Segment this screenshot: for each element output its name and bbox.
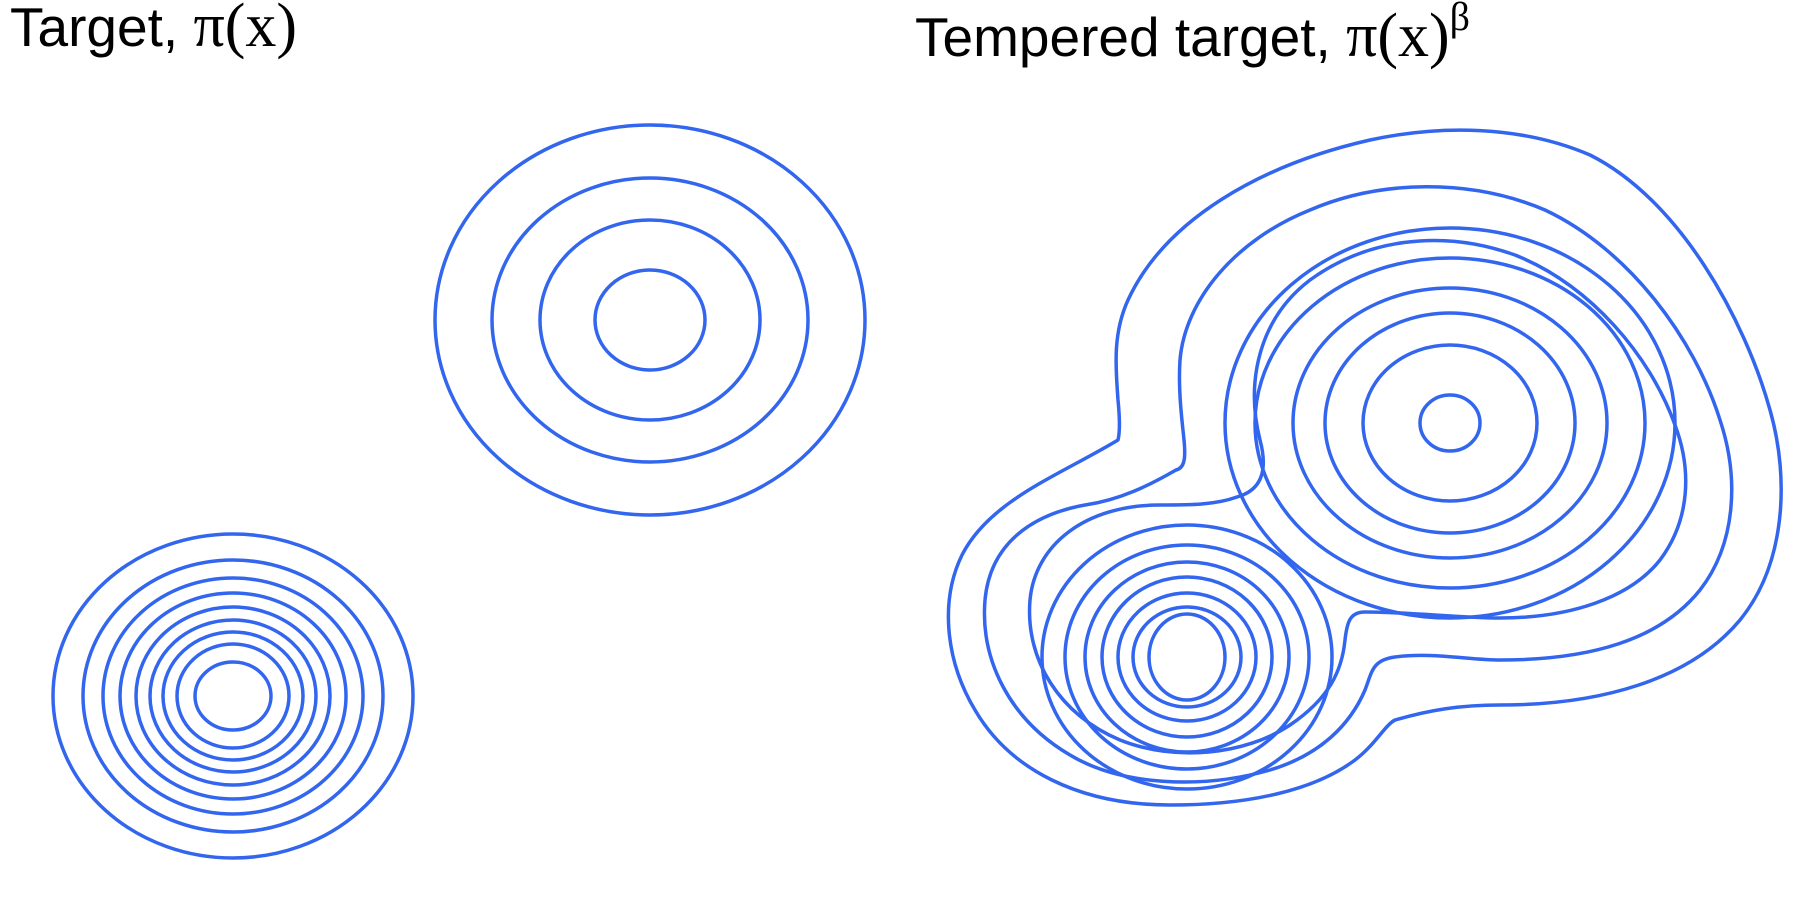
target-upper-mode-contour [538,218,762,422]
tempered-title-text: Tempered target, [915,6,1346,68]
target-lower-mode-contour [51,532,415,860]
target-lower-mode-contour [161,630,305,762]
target-lower-mode-contour [101,576,365,816]
target-contour-plot [51,123,867,860]
tempered-upper-mode-contour [1323,311,1577,535]
target-title-text: Target, [10,0,193,58]
target-lower-mode-contour [148,618,318,774]
target-title-symbol: π(x) [193,0,297,60]
target-upper-mode-contour [593,268,707,372]
tempered-upper-mode-contour [1361,343,1539,503]
tempered-panel-title: Tempered target, π(x)β [915,0,1470,70]
tempered-lower-mode-contour [1100,575,1274,739]
tempered-upper-mode-contours [1223,226,1677,620]
tempered-upper-mode-contour [1418,393,1482,453]
target-lower-mode-contours [51,532,415,860]
target-lower-mode-contour [118,591,348,801]
tempered-lower-mode-contour [1116,591,1258,723]
tempered-upper-mode-contour [1223,226,1677,620]
tempered-contour-plot [946,128,1783,807]
target-upper-mode-contour [490,176,810,464]
tempered-title-symbol: π(x) [1346,2,1450,70]
tempered-lower-mode-contour [1040,523,1334,791]
target-upper-mode-contour [433,123,867,517]
target-lower-mode-contour [175,642,291,750]
tempered-lower-mode-contour [1083,560,1291,754]
tempered-merged-contour [1027,238,1688,755]
target-lower-mode-contour [81,558,385,834]
tempered-title-superscript: β [1450,0,1470,39]
tempered-merged-contours [946,128,1783,807]
tempered-merged-contour [946,128,1783,807]
tempered-lower-mode-contours [1040,523,1334,791]
tempered-lower-mode-contour [1147,612,1227,702]
tempered-lower-mode-contour [1131,605,1243,709]
target-lower-mode-contour [134,605,332,787]
tempered-upper-mode-contour [1253,256,1647,590]
tempered-upper-mode-contour [1291,286,1609,560]
target-lower-mode-contour [193,660,273,732]
tempered-lower-mode-contour [1063,543,1311,771]
target-panel-title: Target, π(x) [10,0,297,60]
tempered-merged-contour [982,185,1734,784]
target-upper-mode-contours [433,123,867,517]
